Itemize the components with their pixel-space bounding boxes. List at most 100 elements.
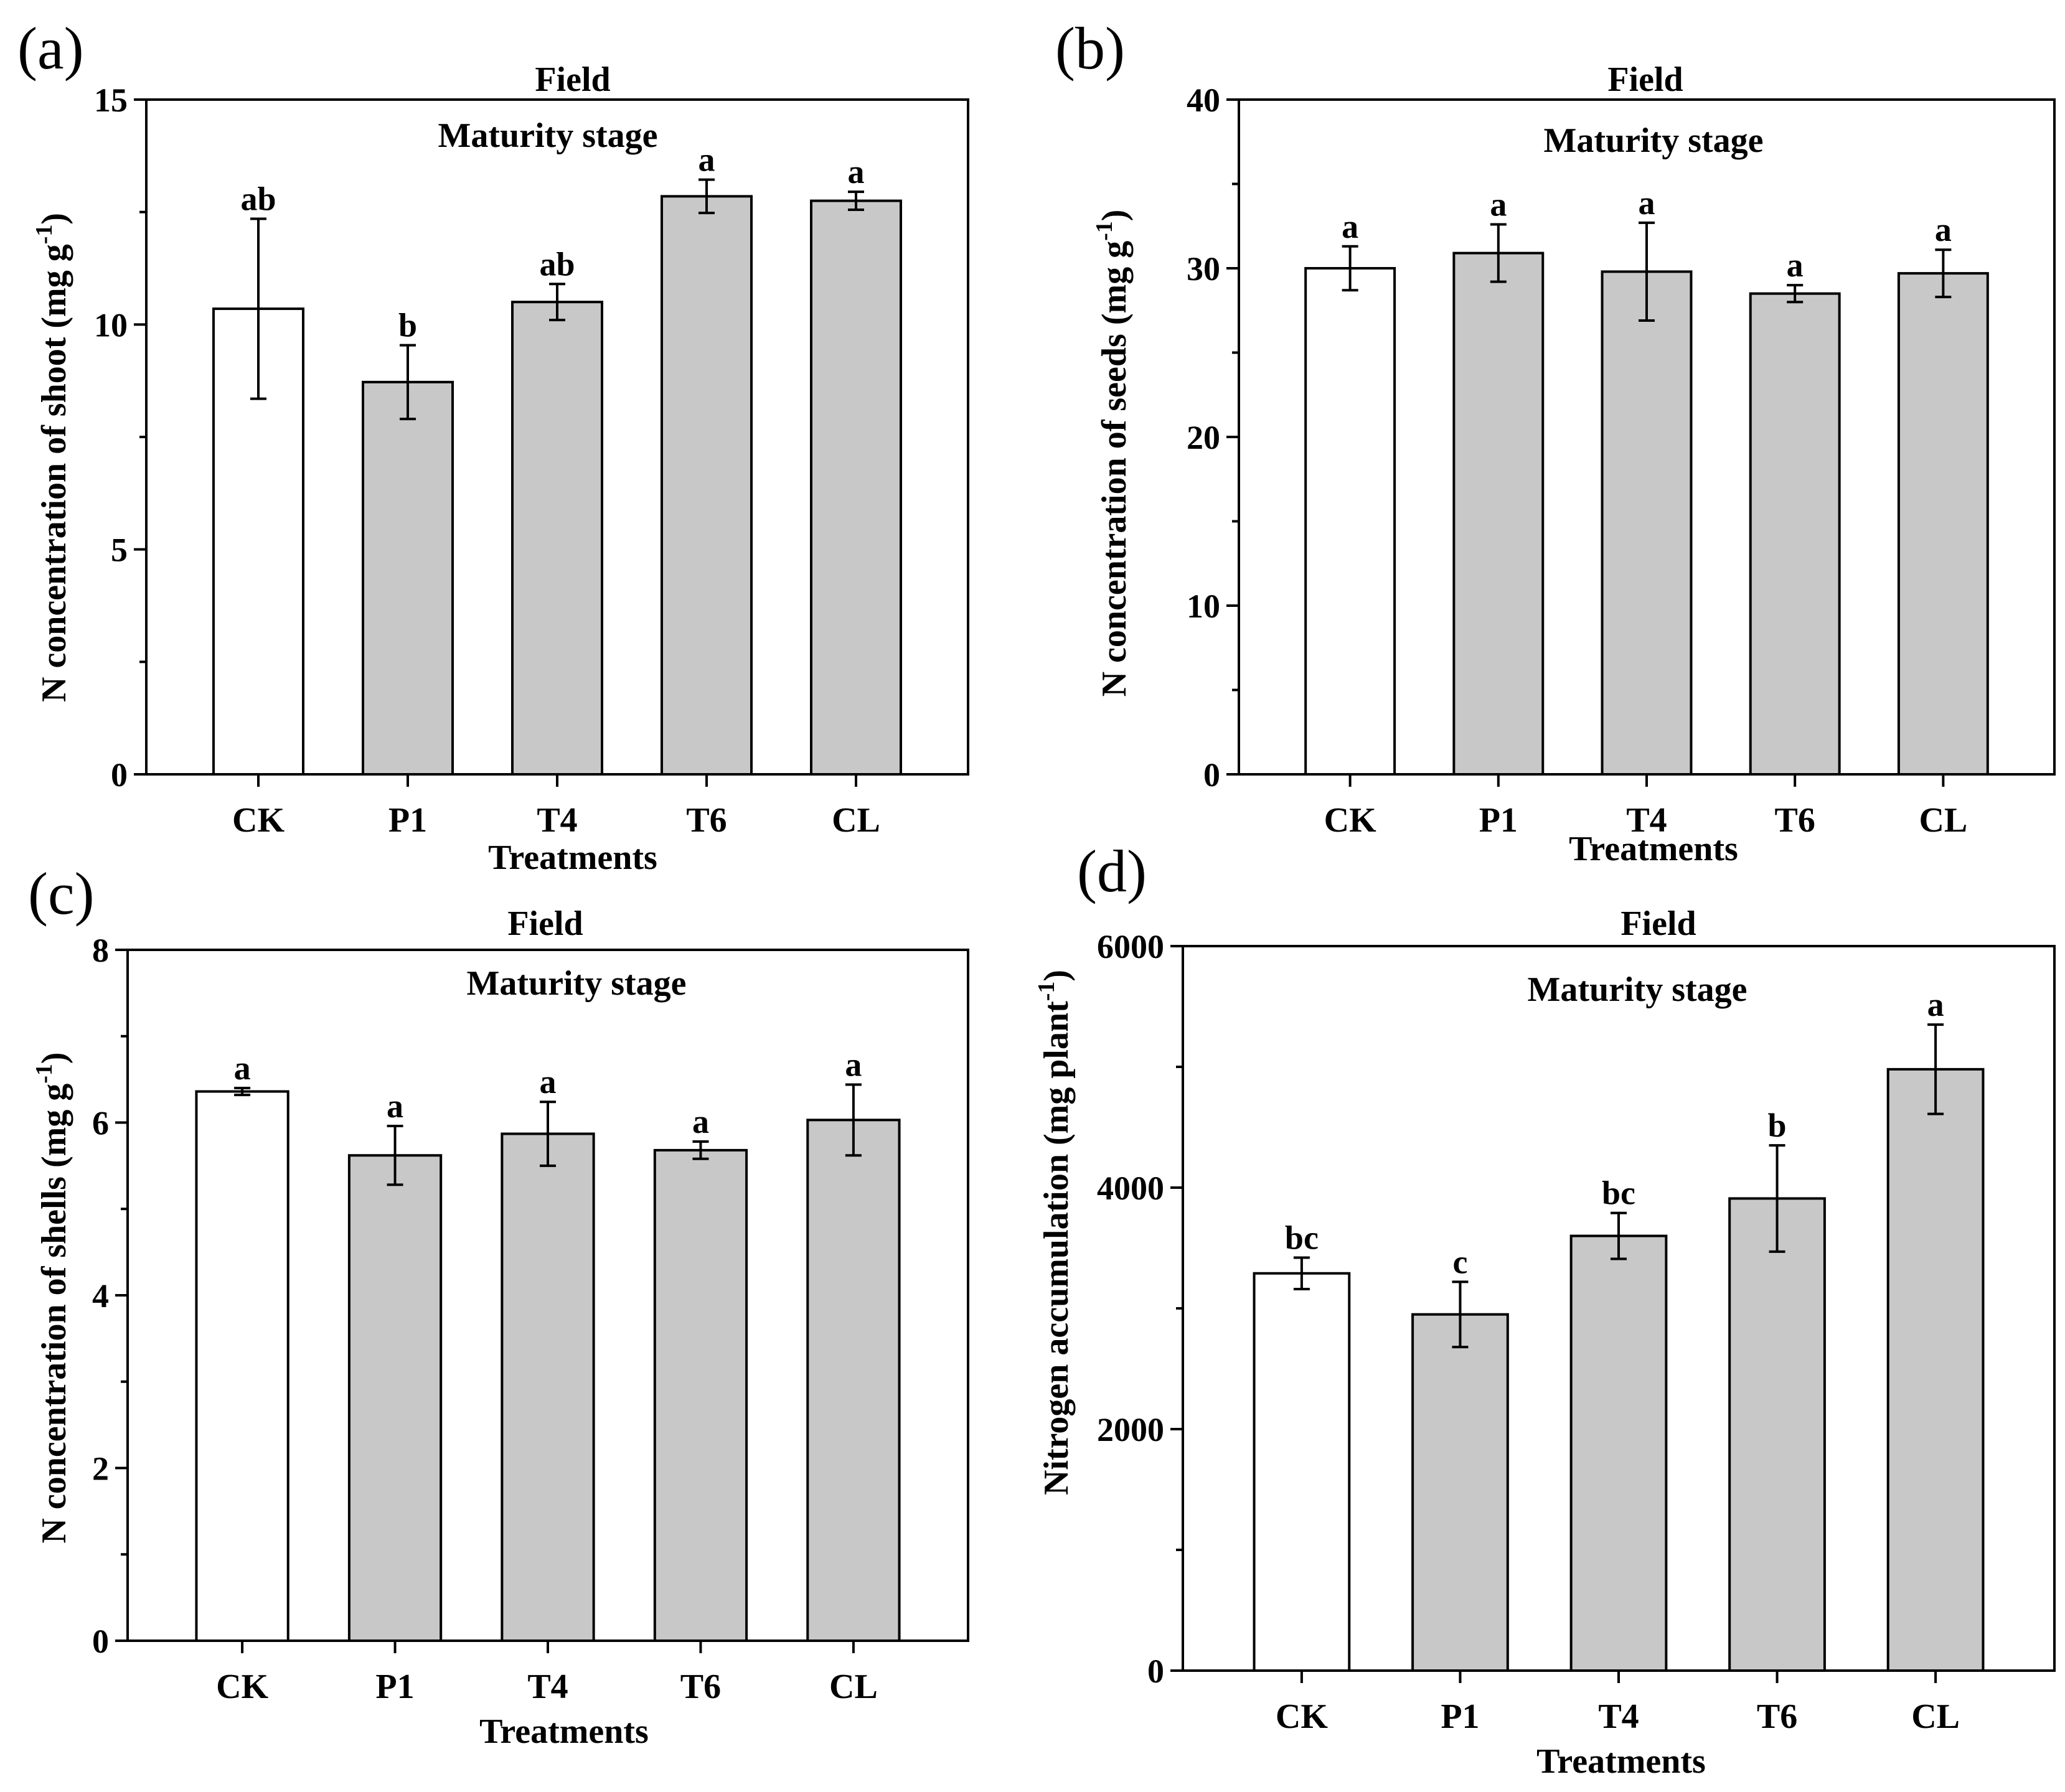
panel-b-x-axis-title: Treatments [1569, 830, 1738, 868]
panel-d-x-tick-label-cl: CL [1911, 1697, 1960, 1736]
panel-d-y-tick-label: 4000 [1097, 1170, 1164, 1207]
panel-d-bar-p1 [1411, 1313, 1509, 1672]
panel-b-significance-letter: a [1639, 184, 1655, 222]
panel-c-x-tick-label-cl: CL [829, 1668, 878, 1706]
panel-b-x-tick-label-ck: CK [1324, 801, 1376, 840]
panel-a-y-tick-label: 15 [94, 82, 128, 119]
panel-a-bar-p1 [362, 380, 454, 776]
panel-b-y-tick-label: 0 [1203, 756, 1220, 794]
panel-a-chart: (a) Field Maturity stage Treatments N co… [17, 15, 969, 877]
panel-d-x-axis-title: Treatments [1536, 1742, 1706, 1781]
panel-d-x-tick-label-t6: T6 [1757, 1697, 1797, 1736]
panel-c-x-tick-label-t4: T4 [527, 1668, 568, 1706]
panel-a-title: Field [535, 60, 610, 99]
panel-a-x-tick-label-p1: P1 [388, 801, 427, 840]
panel-c-subtitle: Maturity stage [466, 964, 686, 1003]
panel-b-bar-p1 [1452, 251, 1545, 776]
panel-d-bar-cl [1886, 1067, 1985, 1672]
panel-c-x-tick-label-p1: P1 [375, 1668, 414, 1706]
panel-a-y-tick-label: 5 [111, 532, 128, 569]
panel-a-x-tick-label-t6: T6 [686, 801, 727, 840]
panel-b-significance-letter: a [1935, 211, 1952, 248]
panel-b-label: (b) [1055, 15, 1125, 82]
panel-d-subtitle: Maturity stage [1527, 970, 1747, 1009]
panel-a-significance-letter: a [848, 153, 865, 190]
panel-a-x-tick-label-cl: CL [832, 801, 880, 840]
panel-a-y-axis-title: N concentration of shoot (mg g-1) [31, 213, 73, 702]
panel-a-subtitle: Maturity stage [438, 116, 657, 155]
panel-a-label: (a) [17, 15, 84, 82]
panel-d-y-axis-title: Nitrogen accumulation (mg plant-1) [1033, 970, 1076, 1495]
panel-b-bar-cl [1897, 272, 1989, 776]
panel-c-y-axis-title: N concentration of shells (mg g-1) [31, 1052, 73, 1543]
panel-b-bar-t4 [1601, 270, 1693, 776]
panel-c-significance-letter: a [387, 1087, 403, 1125]
panel-c-y-tick-label: 8 [92, 932, 109, 969]
panel-a-significance-letter: ab [539, 245, 575, 283]
panel-d-label: (d) [1077, 838, 1147, 904]
panel-b-y-axis-title: N concentration of seeds (mg g-1) [1091, 210, 1134, 697]
panel-c-bar-p1 [347, 1154, 443, 1642]
panel-b-significance-letter: a [1342, 208, 1358, 245]
panel-b-y-tick-label: 40 [1187, 82, 1220, 119]
panel-d-title: Field [1620, 904, 1696, 943]
panel-b-bar-ck [1304, 267, 1396, 776]
panel-c-significance-letter: a [692, 1103, 709, 1140]
panel-c-bar-ck [195, 1090, 289, 1643]
panel-d-significance-letter: b [1768, 1107, 1787, 1144]
panel-b-y-tick-label: 10 [1187, 588, 1220, 625]
panel-d-significance-letter: bc [1285, 1219, 1319, 1257]
panel-d-significance-letter: a [1927, 986, 1944, 1023]
panel-d-y-tick-label: 2000 [1097, 1411, 1164, 1448]
panel-d-x-tick-label-ck: CK [1276, 1697, 1328, 1736]
panel-c-bar-cl [806, 1119, 901, 1642]
panel-a-significance-letter: a [699, 141, 715, 179]
panel-d-bar-t6 [1728, 1197, 1826, 1672]
panel-d-y-tick-label: 6000 [1097, 928, 1164, 965]
panel-c-y-tick-label: 0 [92, 1623, 109, 1660]
panel-a-x-tick-label-t4: T4 [537, 801, 577, 840]
panel-b-title: Field [1607, 60, 1683, 99]
panel-b-x-tick-label-cl: CL [1919, 801, 1967, 840]
panel-c-x-tick-label-ck: CK [216, 1668, 268, 1706]
panel-a-bar-t4 [511, 301, 603, 776]
panel-b-bar-t6 [1749, 292, 1841, 776]
panel-d-chart: (d) Field Maturity stage Treatments Nitr… [1033, 838, 2056, 1781]
panel-c-x-axis-title: Treatments [479, 1712, 649, 1751]
panel-b-x-tick-label-t6: T6 [1775, 801, 1815, 840]
panel-d-bar-t4 [1569, 1234, 1668, 1672]
panel-d-significance-letter: bc [1602, 1175, 1635, 1212]
panel-c-chart: (c) Field Maturity stage Treatments N co… [28, 860, 969, 1751]
panel-a-significance-letter: b [398, 307, 417, 344]
panel-c-bar-t6 [653, 1148, 748, 1642]
panel-b-x-tick-label-t4: T4 [1626, 801, 1667, 840]
panel-c-x-tick-label-t6: T6 [680, 1668, 721, 1706]
panel-c-significance-letter: a [845, 1046, 862, 1083]
panel-b-chart: (b) Field Maturity stage Treatments N co… [1055, 15, 2056, 868]
panel-c-significance-letter: a [540, 1063, 557, 1100]
panel-a-y-tick-label: 0 [111, 756, 128, 794]
panel-d-x-tick-label-t4: T4 [1598, 1697, 1639, 1736]
panel-b-x-tick-label-p1: P1 [1479, 801, 1518, 840]
panel-b-y-tick-label: 30 [1187, 250, 1220, 288]
panel-a-bar-t6 [661, 195, 753, 776]
panel-c-title: Field [507, 904, 583, 943]
panel-b-y-tick-label: 20 [1187, 419, 1220, 456]
panel-b-significance-letter: a [1490, 186, 1507, 223]
panel-d-significance-letter: c [1452, 1243, 1467, 1280]
panel-a-y-tick-label: 10 [94, 306, 128, 344]
panel-d-y-tick-label: 0 [1147, 1653, 1164, 1690]
panel-d-x-tick-label-p1: P1 [1441, 1697, 1479, 1736]
panel-b-significance-letter: a [1787, 246, 1804, 284]
panel-c-label: (c) [28, 860, 95, 927]
panel-c-y-tick-label: 2 [92, 1450, 109, 1488]
panel-c-bar-t4 [501, 1132, 595, 1642]
panel-b-subtitle: Maturity stage [1543, 121, 1763, 160]
panel-c-y-tick-label: 4 [92, 1277, 109, 1315]
panel-a-bar-cl [810, 199, 902, 776]
panel-d-bar-ck [1253, 1272, 1351, 1672]
panel-c-significance-letter: a [234, 1049, 251, 1087]
panel-a-x-tick-label-ck: CK [232, 801, 285, 840]
panel-c-y-tick-label: 6 [92, 1105, 109, 1142]
